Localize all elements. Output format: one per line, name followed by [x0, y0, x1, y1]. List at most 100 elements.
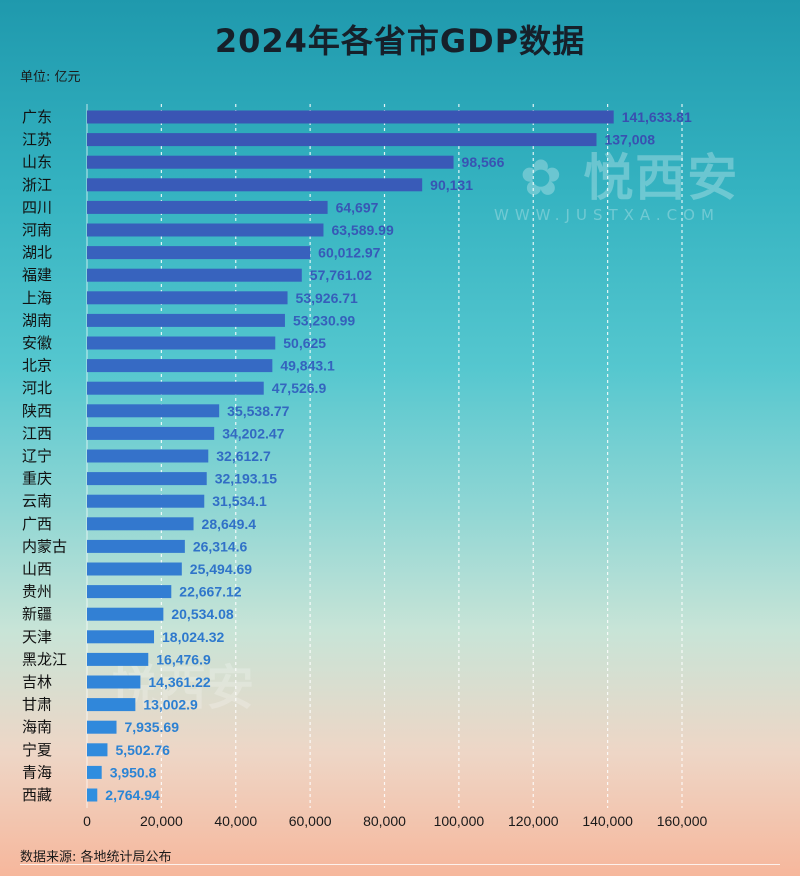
bar: [87, 200, 328, 214]
bar: [87, 178, 423, 192]
value-label: 16,476.9: [156, 651, 211, 667]
unit-label: 单位: 亿元: [20, 70, 81, 85]
value-label: 90,131: [430, 177, 473, 193]
category-label: 辽宁: [22, 448, 52, 465]
bar: [87, 630, 155, 644]
bar: [87, 110, 614, 124]
chart-title: 2024年各省市GDP数据: [214, 22, 586, 60]
value-label: 53,926.71: [296, 290, 358, 306]
value-label: 18,024.32: [162, 629, 224, 645]
bar: [87, 539, 185, 553]
category-label: 四川: [22, 199, 52, 216]
value-label: 60,012.97: [318, 245, 380, 261]
value-label: 64,697: [336, 199, 379, 215]
category-label: 内蒙古: [22, 538, 67, 555]
value-label: 13,002.9: [143, 697, 198, 713]
bar: [87, 336, 276, 350]
category-label: 海南: [22, 719, 52, 736]
bar: [87, 765, 102, 779]
value-label: 20,534.08: [171, 606, 233, 622]
category-label: 新疆: [22, 606, 52, 623]
bar: [87, 155, 454, 169]
category-label: 广东: [22, 109, 52, 126]
category-label: 河北: [22, 380, 52, 397]
category-label: 吉林: [22, 674, 52, 691]
value-label: 28,649.4: [202, 516, 257, 532]
category-label: 福建: [22, 267, 52, 284]
bar: [87, 652, 149, 666]
value-label: 53,230.99: [293, 312, 355, 328]
bar: [87, 381, 264, 395]
value-label: 137,008: [604, 132, 655, 148]
value-label: 25,494.69: [190, 561, 252, 577]
source-note: 数据来源: 各地统计局公布: [20, 850, 172, 865]
value-label: 22,667.12: [179, 584, 241, 600]
value-label: 7,935.69: [125, 719, 180, 735]
bar: [87, 133, 597, 147]
bar: [87, 743, 108, 757]
bar: [87, 246, 311, 260]
bar: [87, 788, 98, 802]
value-label: 14,361.22: [148, 674, 210, 690]
value-label: 57,761.02: [310, 267, 372, 283]
value-label: 98,566: [462, 154, 505, 170]
footer-divider: [20, 864, 780, 865]
category-label: 江苏: [22, 132, 52, 149]
category-label: 山东: [22, 154, 52, 171]
category-label: 黑龙江: [22, 651, 67, 668]
value-label: 34,202.47: [222, 425, 284, 441]
bar: [87, 291, 288, 305]
bar: [87, 223, 324, 237]
category-label: 宁夏: [22, 742, 52, 759]
value-label: 5,502.76: [115, 742, 170, 758]
value-label: 32,612.7: [216, 448, 271, 464]
category-label: 北京: [22, 358, 52, 375]
category-label: 重庆: [22, 471, 52, 488]
x-tick-label: 160,000: [657, 813, 708, 829]
x-tick-label: 100,000: [434, 813, 485, 829]
bar: [87, 449, 209, 463]
category-label: 西藏: [22, 787, 52, 804]
bar: [87, 313, 285, 327]
value-label: 35,538.77: [227, 403, 289, 419]
bar: [87, 720, 117, 734]
category-label: 甘肃: [22, 697, 52, 714]
bar: [87, 404, 220, 418]
category-label: 湖北: [22, 245, 52, 262]
bar: [87, 607, 164, 621]
category-label: 广西: [22, 516, 52, 533]
x-tick-label: 60,000: [289, 813, 332, 829]
bar: [87, 562, 182, 576]
category-label: 陕西: [22, 403, 52, 420]
bar: [87, 472, 207, 486]
category-label: 安徽: [22, 335, 52, 352]
value-label: 32,193.15: [215, 471, 277, 487]
category-label: 湖南: [22, 312, 52, 329]
value-label: 47,526.9: [272, 380, 327, 396]
bar: [87, 359, 273, 373]
bar: [87, 426, 215, 440]
category-label: 贵州: [22, 584, 52, 601]
category-label: 山西: [22, 561, 52, 578]
x-tick-label: 120,000: [508, 813, 559, 829]
x-tick-label: 80,000: [363, 813, 406, 829]
value-label: 2,764.94: [105, 787, 160, 803]
x-tick-label: 0: [83, 813, 91, 829]
bar: [87, 698, 136, 712]
bar: [87, 517, 194, 531]
x-tick-label: 40,000: [214, 813, 257, 829]
category-label: 浙江: [22, 177, 52, 194]
category-label: 河南: [22, 222, 52, 239]
value-label: 141,633.81: [622, 109, 692, 125]
category-label: 上海: [22, 290, 52, 307]
value-label: 63,589.99: [331, 222, 393, 238]
bar: [87, 268, 302, 282]
bar: [87, 585, 172, 599]
x-tick-label: 140,000: [582, 813, 633, 829]
value-label: 26,314.6: [193, 538, 248, 554]
category-label: 天津: [22, 629, 52, 646]
x-tick-label: 20,000: [140, 813, 183, 829]
value-label: 31,534.1: [212, 493, 267, 509]
